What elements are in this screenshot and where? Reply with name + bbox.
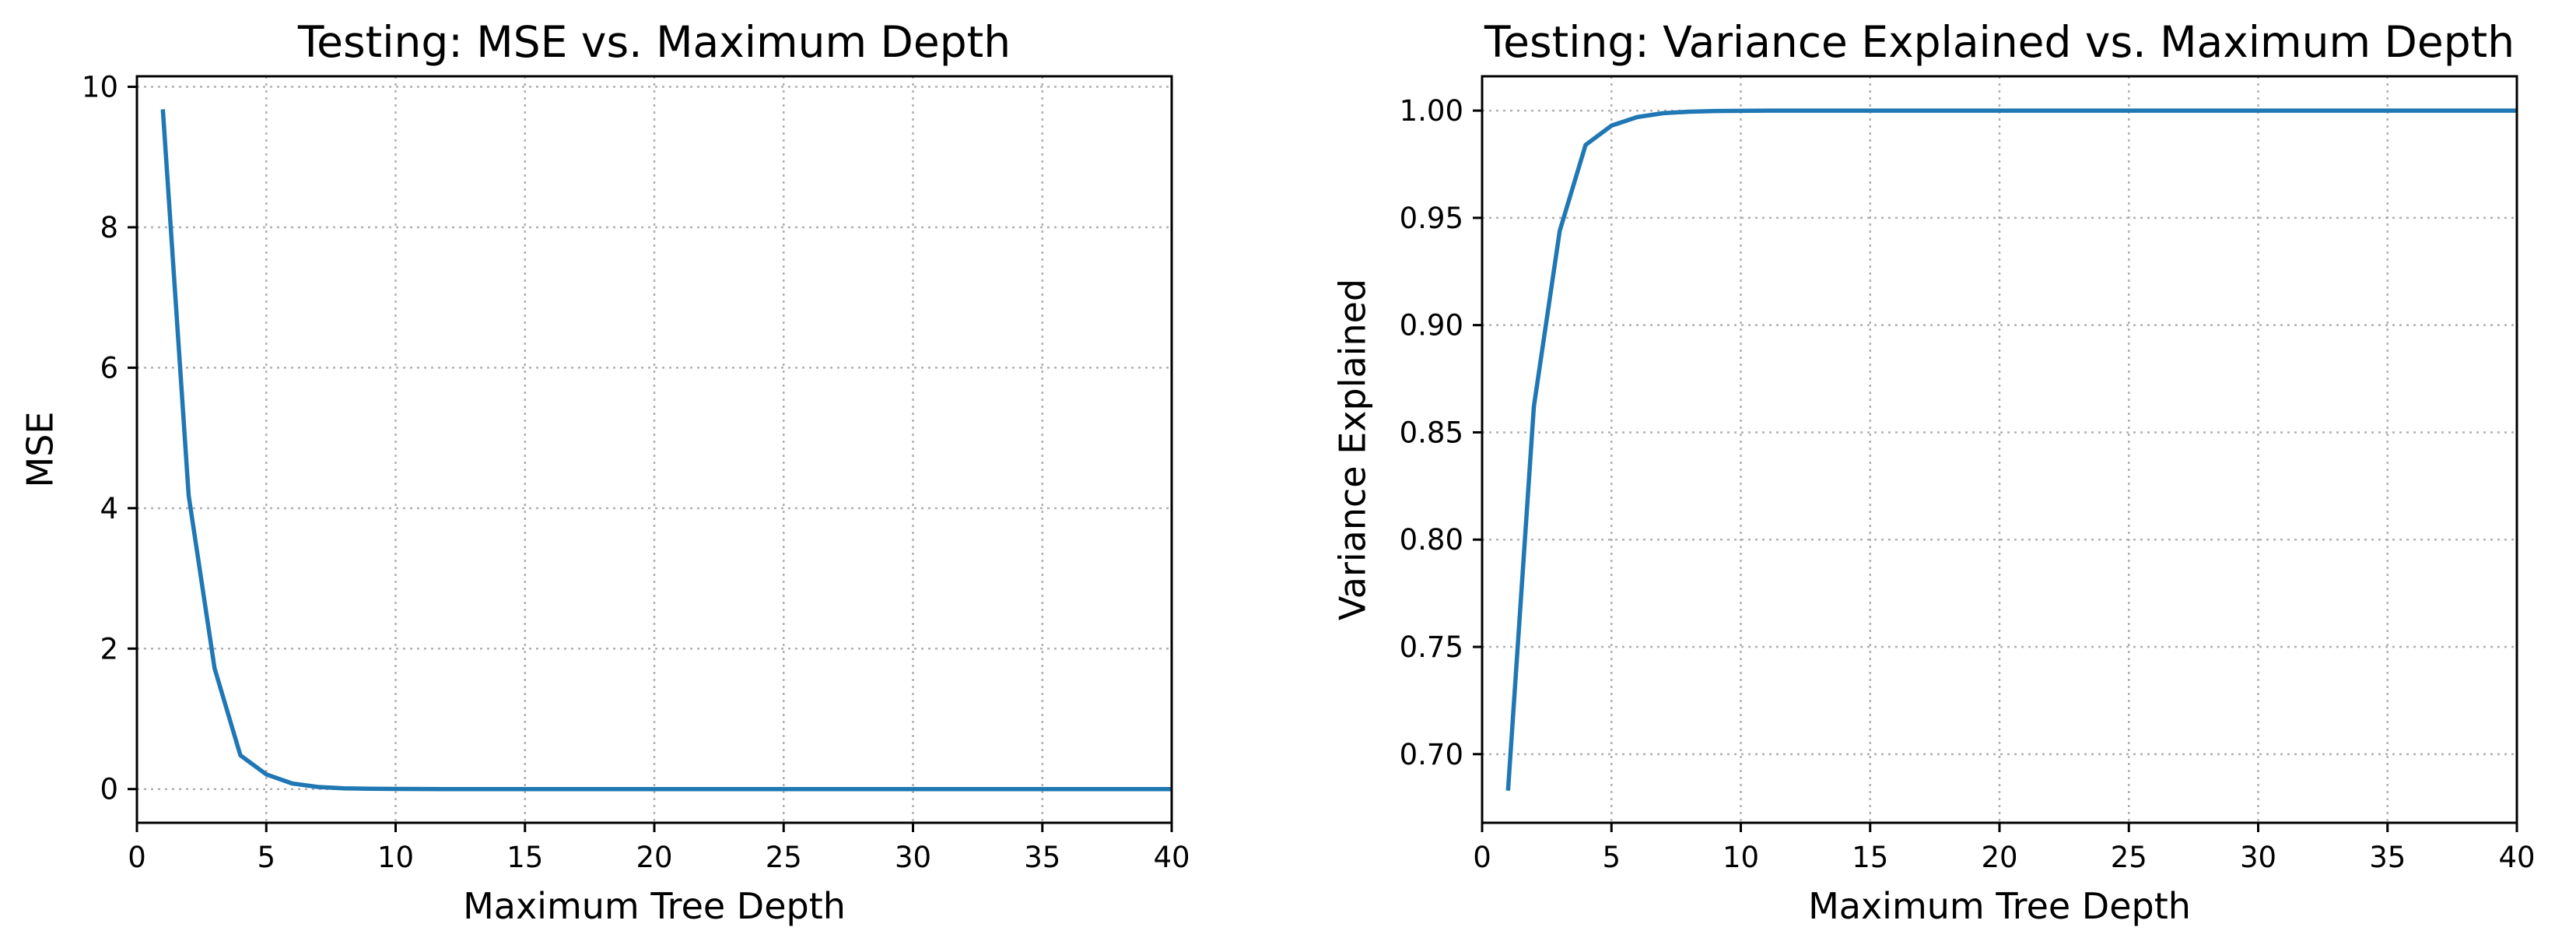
mse-y-tick-label-2: 4 [100,492,118,525]
variance-y-tick-label-0: 0.70 [1400,738,1463,771]
mse-x-tick-label-2: 10 [377,841,414,874]
variance-x-tick-label-2: 10 [1723,841,1759,874]
variance-y-tick-label-5: 0.95 [1400,202,1463,235]
variance-y-tick-label-1: 0.75 [1400,631,1463,664]
mse-y-tick-label-3: 6 [100,351,118,385]
variance-ticks: 0 5 10 15 20 25 30 35 40 0.70 0.75 0.80 0.85 0.90 0.95… [1400,94,2536,874]
mse-chart-title: Testing: MSE vs. Maximum Depth [297,17,1011,67]
variance-series-line [1505,108,2517,791]
mse-y-tick-label-0: 0 [100,773,118,806]
variance-x-tick-label-6: 30 [2240,841,2276,874]
mse-x-tick-label-3: 15 [506,841,543,874]
variance-x-tick-label-7: 35 [2369,841,2406,874]
mse-x-axis-label: Maximum Tree Depth [463,885,846,927]
variance-x-axis-label: Maximum Tree Depth [1808,885,2191,927]
variance-chart-title: Testing: Variance Explained vs. Maximum … [1484,17,2515,67]
mse-x-tick-label-0: 0 [128,841,146,874]
variance-chart: 0 5 10 15 20 25 30 35 40 0.70 0.75 0.80 0.85 0.90 0.95… [1332,17,2536,927]
mse-ticks: 0 5 10 15 20 25 30 35 40 0 2 4 6 8 10 [82,71,1190,874]
variance-y-tick-label-6: 1.00 [1400,94,1463,128]
variance-x-tick-label-5: 25 [2111,841,2147,874]
mse-x-tick-label-8: 40 [1153,841,1190,874]
variance-x-tick-label-0: 0 [1473,841,1491,874]
variance-x-tick-label-3: 15 [1852,841,1888,874]
mse-x-tick-label-5: 25 [766,841,802,874]
mse-y-axis-label: MSE [19,412,61,488]
variance-y-axis-label: Variance Explained [1332,279,1374,620]
mse-y-tick-label-4: 8 [100,211,118,244]
variance-x-tick-label-4: 20 [1981,841,2017,874]
mse-chart: 0 5 10 15 20 25 30 35 40 0 2 4 6 8 10 Testing: MSE vs.… [19,17,1190,927]
mse-series-line [160,109,1172,792]
variance-x-tick-label-1: 5 [1602,841,1621,874]
mse-x-tick-label-4: 20 [636,841,672,874]
mse-x-tick-label-6: 30 [895,841,931,874]
variance-x-tick-label-8: 40 [2498,841,2535,874]
mse-y-tick-label-1: 2 [100,632,118,666]
mse-x-tick-label-1: 5 [257,841,275,874]
mse-y-tick-label-5: 10 [82,71,118,104]
mse-x-tick-label-7: 35 [1024,841,1060,874]
variance-y-tick-label-3: 0.85 [1400,416,1463,449]
variance-y-tick-label-4: 0.90 [1400,309,1463,343]
variance-y-tick-label-2: 0.80 [1400,523,1463,557]
